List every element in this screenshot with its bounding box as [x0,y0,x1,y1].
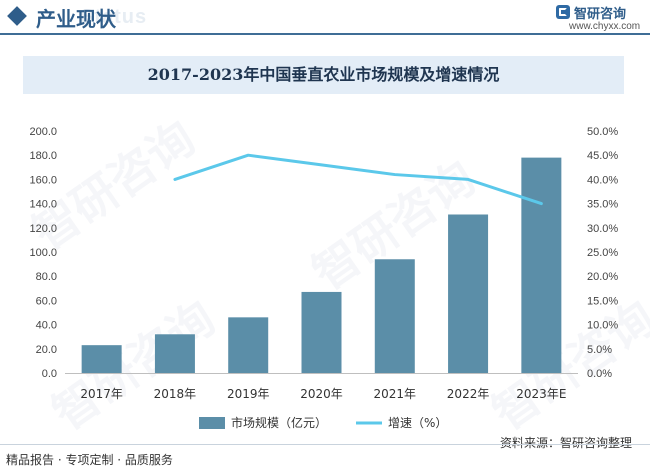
y-right-tick-label: 25.0% [587,247,618,259]
combo-chart: 0.0 20.0 40.0 60.0 80.0 100.0 120.0 140.0 160.0 1… [29,126,618,430]
legend-label-line: 增速（%） [388,416,447,430]
brand-site: www.chyxx.com [569,21,641,32]
x-tick-label: 2017年 [80,387,123,401]
footer-divider [0,444,650,445]
footer-tagline: 精品报告 · 专项定制 · 品质服务 [6,453,173,467]
y-right-tick-label: 40.0% [587,174,618,186]
bar [448,214,489,373]
y-left-tick-label: 180.0 [29,150,57,162]
y-right-tick-label: 10.0% [587,320,618,332]
bar [301,291,342,373]
bar [228,317,269,373]
y-left-tick-label: 100.0 [29,247,57,259]
y-left-tick-label: 160.0 [29,174,57,186]
x-tick-label: 2020年 [300,387,343,401]
y-left-tick-label: 0.0 [42,368,57,380]
y-left-tick-label: 60.0 [36,295,57,307]
x-tick-label: 2019年 [227,387,270,401]
y-right-tick-label: 35.0% [587,199,618,211]
y-right-tick-label: 20.0% [587,271,618,283]
chart-title: 2017-2023年中国垂直农业市场规模及增速情况 [147,65,500,84]
brand-logo-icon [556,5,570,19]
y-left-tick-label: 120.0 [29,223,57,235]
y-right-tick-label: 45.0% [587,150,618,162]
y-right-tick-label: 5.0% [587,344,612,356]
x-tick-label: 2022年 [447,387,490,401]
bar [81,345,122,373]
y-left-tick-label: 140.0 [29,199,57,211]
x-tick-label: 2023年E [516,387,566,401]
legend-label-bar: 市场规模（亿元） [231,415,327,430]
brand-name: 智研咨询 [574,7,627,22]
growth-line [173,153,543,206]
y-right-tick-label: 50.0% [587,126,618,138]
y-right-tick-label: 15.0% [587,295,618,307]
y-left-tick-label: 80.0 [36,271,57,283]
source-note: 资料来源：智研咨询整理 [500,436,633,450]
y-left-tick-label: 20.0 [36,344,57,356]
bar [154,334,195,373]
y-right-tick-label: 30.0% [587,223,618,235]
x-tick-label: 2018年 [154,387,197,401]
y-right-tick-label: 0.0% [587,368,612,380]
bar [521,157,562,373]
y-left-tick-label: 40.0 [36,320,57,332]
y-left-tick-label: 200.0 [29,126,57,138]
legend-swatch-bar [199,417,225,429]
page-header: Status 产业现状 智研咨询 www.chyxx.com [0,0,650,35]
chart-title-box: 2017-2023年中国垂直农业市场规模及增速情况 [23,56,624,94]
section-title: 产业现状 [36,7,116,31]
x-tick-label: 2021年 [374,387,417,401]
header-divider [0,33,650,35]
bar [374,259,415,373]
